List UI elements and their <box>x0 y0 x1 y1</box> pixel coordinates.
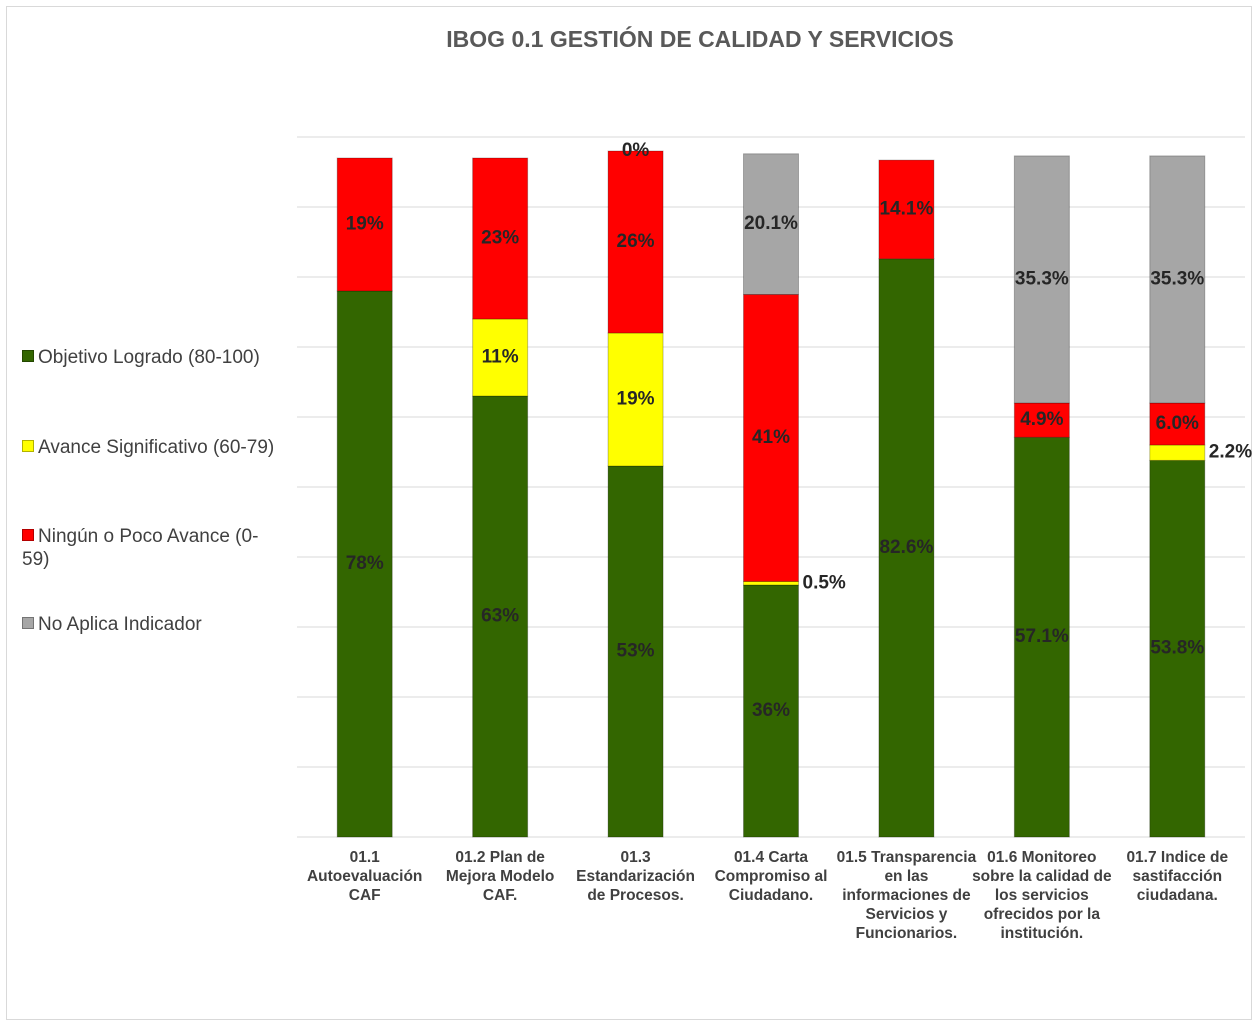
data-label: 6.0% <box>1156 413 1199 434</box>
legend-swatch <box>22 529 34 541</box>
legend-entry: No Aplica Indicador <box>22 613 277 636</box>
legend-label: Objetivo Logrado (80-100) <box>38 347 260 368</box>
x-tick-label: 01.7 Indice de sastifacción ciudadana. <box>1126 849 1229 904</box>
bar-segment <box>607 465 664 838</box>
legend-label: Avance Significativo (60-79) <box>38 437 275 458</box>
data-label: 78% <box>346 553 384 574</box>
legend-entry: Objetivo Logrado (80-100) <box>22 346 277 369</box>
legend-swatch <box>22 350 34 362</box>
data-label: 63% <box>481 606 519 627</box>
frame <box>6 6 1252 1020</box>
bar-segment <box>878 159 935 260</box>
data-label: 19% <box>617 389 655 410</box>
bar-segment <box>1149 459 1206 838</box>
data-label: 2.2% <box>1209 442 1252 463</box>
x-tick-label: 01.3 Estandarización de Procesos. <box>576 849 695 904</box>
x-tick-label: 01.5 Transparencia en las informaciones … <box>836 849 977 942</box>
legend-entry: Ningún o Poco Avance (0-59) <box>22 525 277 571</box>
legend-label: No Aplica Indicador <box>38 614 202 635</box>
bar-segment <box>336 157 393 292</box>
data-label: 35.3% <box>1150 268 1204 289</box>
x-tick-label: 01.4 Carta Compromiso al Ciudadano. <box>714 849 828 904</box>
data-label: 11% <box>482 347 519 368</box>
data-label: 20.1% <box>744 213 798 234</box>
bar-segment <box>878 258 935 838</box>
data-label: 0.5% <box>803 572 846 593</box>
legend-entry: Avance Significativo (60-79) <box>22 436 277 459</box>
data-label: 36% <box>752 700 790 721</box>
bar-segment <box>472 157 529 320</box>
bar-segment <box>1149 444 1206 461</box>
data-label: 19% <box>346 214 384 235</box>
bar-segment <box>743 153 799 295</box>
bar-segment <box>1013 436 1070 838</box>
data-label: 53% <box>617 641 655 662</box>
chart-title: IBOG 0.1 GESTIÓN DE CALIDAD Y SERVICIOS <box>446 25 953 52</box>
data-label: 53.8% <box>1150 638 1204 659</box>
bar-segment <box>607 150 664 334</box>
data-label: 35.3% <box>1015 268 1069 289</box>
x-tick-label: 01.2 Plan de Mejora Modelo CAF. <box>445 849 555 904</box>
bar-segment <box>607 332 664 467</box>
bar-segment <box>1149 155 1206 404</box>
bar-segment <box>472 318 529 397</box>
x-tick-label: 01.6 Monitoreo sobre la calidad de los s… <box>972 849 1112 942</box>
bar-segment <box>743 294 799 582</box>
bar-segment <box>1149 402 1206 446</box>
data-label: 57.1% <box>1015 626 1069 647</box>
data-label: 82.6% <box>879 537 933 558</box>
bar-segment <box>743 581 799 586</box>
data-label: 26% <box>617 231 655 252</box>
bar-segment <box>472 395 529 838</box>
data-label: 4.9% <box>1020 409 1063 430</box>
data-label: 0% <box>622 140 650 161</box>
legend-label: Ningún o Poco Avance (0-59) <box>22 526 259 570</box>
bar-segment <box>1013 155 1070 404</box>
legend-swatch <box>22 617 34 629</box>
data-label: 14.1% <box>879 198 933 219</box>
bar-segment <box>336 290 393 838</box>
bar-segment <box>743 584 799 838</box>
data-label: 41% <box>752 427 790 448</box>
bar-segment <box>1013 402 1070 438</box>
legend-swatch <box>22 440 34 452</box>
x-tick-label: 01.1 Autoevaluación CAF <box>306 849 423 904</box>
data-label: 23% <box>481 228 519 249</box>
